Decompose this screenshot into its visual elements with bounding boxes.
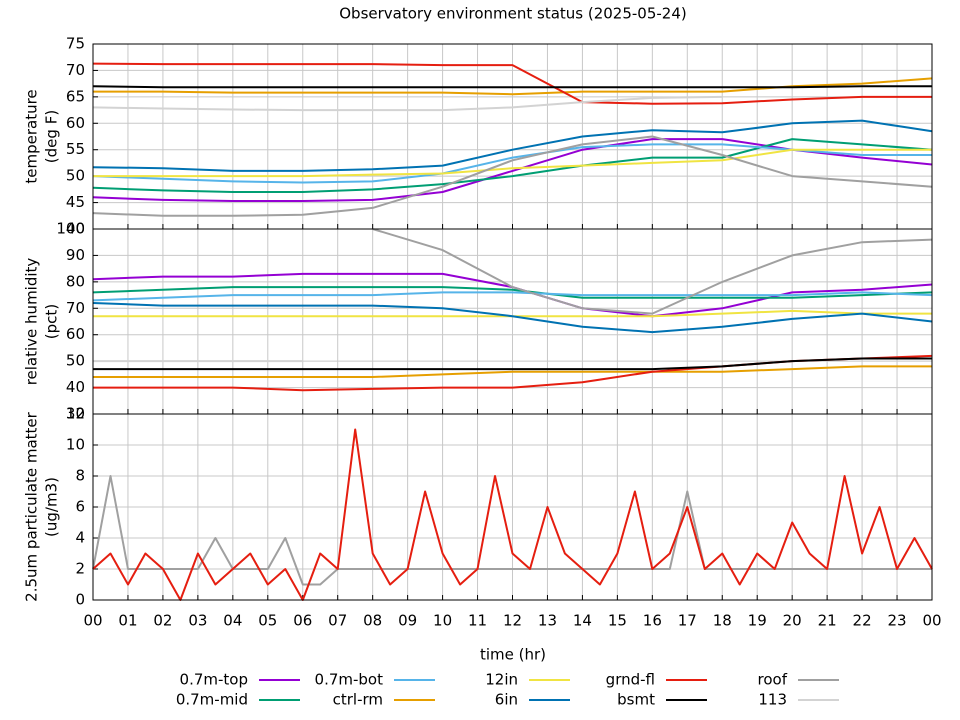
x-tick-label: 19 xyxy=(748,612,767,630)
x-tick-label: 05 xyxy=(258,612,277,630)
chart-title: Observatory environment status (2025-05-… xyxy=(339,5,687,23)
y-tick-label: 100 xyxy=(56,220,85,238)
x-tick-label: 23 xyxy=(887,612,906,630)
series-line xyxy=(92,95,723,112)
x-axis-label: time (hr) xyxy=(480,646,546,664)
series-line xyxy=(92,119,933,172)
y-tick-label: 6 xyxy=(75,498,85,516)
y-axis-label: relative humidity xyxy=(23,258,41,386)
x-tick-label: 03 xyxy=(188,612,207,630)
x-tick-label: 10 xyxy=(433,612,452,630)
x-tick-label: 00 xyxy=(83,612,102,630)
y-axis-label: (deg F) xyxy=(43,110,61,163)
series-line xyxy=(92,428,933,601)
legend-label: roof xyxy=(758,671,788,689)
y-tick-label: 90 xyxy=(66,246,85,264)
x-tick-label: 06 xyxy=(293,612,312,630)
y-tick-label: 2 xyxy=(75,560,85,578)
x-tick-label: 02 xyxy=(153,612,172,630)
x-tick-label: 13 xyxy=(538,612,557,630)
y-axis-label: 2.5um particulate matter xyxy=(23,411,41,601)
y-tick-label: 0 xyxy=(75,591,85,609)
series-line xyxy=(93,148,932,178)
x-tick-label: 20 xyxy=(783,612,802,630)
y-tick-label: 50 xyxy=(66,167,85,185)
y-tick-label: 75 xyxy=(66,35,85,53)
series-line xyxy=(92,62,932,105)
x-tick-label: 14 xyxy=(573,612,592,630)
legend-label: ctrl-rm xyxy=(333,691,383,709)
legend-label: 0.7m-mid xyxy=(176,691,248,709)
y-tick-label: 50 xyxy=(66,352,85,370)
series-line xyxy=(92,291,933,302)
legend-label: 113 xyxy=(758,691,787,709)
series-line xyxy=(93,357,932,371)
x-tick-label: 11 xyxy=(468,612,487,630)
legend-label: grnd-fl xyxy=(606,671,655,689)
x-tick-label: 15 xyxy=(608,612,627,630)
x-tick-label: 12 xyxy=(503,612,522,630)
legend-label: 12in xyxy=(485,671,518,689)
x-tick-label: 01 xyxy=(118,612,137,630)
y-tick-label: 70 xyxy=(66,61,85,79)
y-tick-label: 40 xyxy=(66,378,85,396)
y-tick-label: 30 xyxy=(66,405,85,423)
x-tick-label: 22 xyxy=(853,612,872,630)
legend-label: 0.7m-bot xyxy=(315,671,384,689)
y-tick-label: 80 xyxy=(66,272,85,290)
series-line xyxy=(92,286,933,299)
y-axis-label: (pct) xyxy=(43,304,61,339)
x-tick-label: 08 xyxy=(363,612,382,630)
legend-label: bsmt xyxy=(617,691,655,709)
plot-frame xyxy=(92,413,933,601)
x-tick-label: 21 xyxy=(818,612,837,630)
series-line xyxy=(92,85,932,89)
y-tick-label: 55 xyxy=(66,140,85,158)
y-tick-label: 10 xyxy=(66,436,85,454)
y-tick-label: 8 xyxy=(75,467,85,485)
x-tick-label: 00 xyxy=(922,612,941,630)
x-tick-label: 16 xyxy=(643,612,662,630)
series-line xyxy=(92,138,933,193)
y-axis-label: (ug/m3) xyxy=(43,477,61,537)
x-tick-label: 18 xyxy=(713,612,732,630)
y-tick-label: 60 xyxy=(66,114,85,132)
y-tick-label: 45 xyxy=(66,193,85,211)
legend-label: 6in xyxy=(495,691,518,709)
y-tick-label: 65 xyxy=(66,87,85,105)
y-tick-label: 12 xyxy=(66,405,85,423)
y-tick-label: 4 xyxy=(75,529,85,547)
series-line xyxy=(92,135,933,217)
x-tick-label: 07 xyxy=(328,612,347,630)
y-tick-label: 60 xyxy=(66,325,85,343)
y-axis-label: temperature xyxy=(23,89,41,183)
y-tick-label: 70 xyxy=(66,299,85,317)
series-line xyxy=(372,228,933,315)
series-line xyxy=(93,365,932,378)
x-tick-label: 17 xyxy=(678,612,697,630)
x-tick-label: 04 xyxy=(223,612,242,630)
legend-label: 0.7m-top xyxy=(180,671,248,689)
x-tick-label: 09 xyxy=(398,612,417,630)
y-tick-label: 40 xyxy=(66,220,85,238)
series-line xyxy=(92,302,933,334)
